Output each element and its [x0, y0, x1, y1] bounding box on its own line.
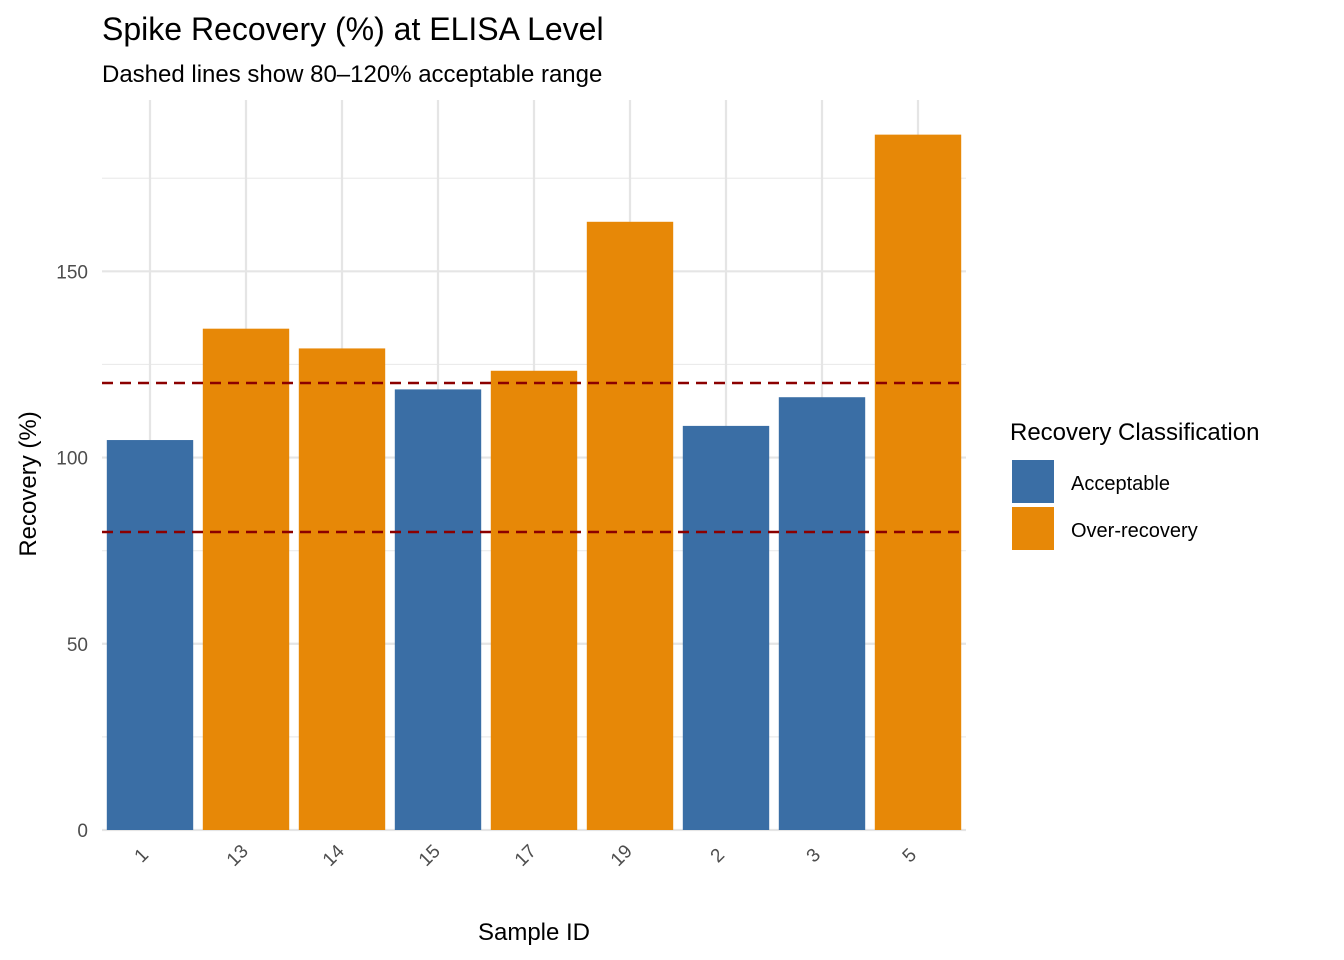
bar-sample-13 — [202, 328, 290, 830]
bar-sample-17 — [490, 370, 578, 830]
bar-sample-5 — [874, 134, 962, 830]
bar-sample-15 — [394, 389, 482, 830]
x-tick-label: 15 — [415, 841, 445, 871]
x-axis: 1 13 14 15 17 19 2 3 5 — [131, 841, 921, 871]
bar-sample-3 — [778, 397, 866, 830]
y-tick-label: 50 — [67, 635, 88, 656]
y-tick-label: 150 — [56, 262, 88, 283]
bar-sample-19 — [586, 221, 674, 830]
y-tick-label: 100 — [56, 449, 88, 470]
y-axis: 0 50 100 150 — [56, 262, 88, 842]
legend-title: Recovery Classification — [1010, 419, 1259, 446]
x-tick-label: 2 — [707, 845, 729, 867]
bar-sample-14 — [298, 348, 386, 830]
legend-label: Acceptable — [1071, 473, 1170, 495]
x-tick-label: 3 — [803, 845, 825, 867]
x-axis-title: Sample ID — [478, 919, 590, 946]
x-tick-label: 13 — [223, 841, 253, 871]
bar-sample-2 — [682, 425, 770, 830]
bar-sample-1 — [106, 440, 194, 830]
chart-subtitle: Dashed lines show 80–120% acceptable ran… — [102, 61, 602, 88]
x-tick-label: 1 — [131, 845, 153, 867]
x-tick-label: 19 — [607, 841, 637, 871]
legend-label: Over-recovery — [1071, 520, 1198, 542]
x-tick-label: 14 — [319, 841, 349, 871]
legend-key-over-recovery — [1012, 507, 1054, 550]
chart-title: Spike Recovery (%) at ELISA Level — [102, 11, 604, 47]
legend-key-acceptable — [1012, 460, 1054, 503]
y-axis-title: Recovery (%) — [15, 411, 42, 556]
legend: Recovery Classification Acceptable Over-r… — [1010, 419, 1259, 550]
y-tick-label: 0 — [77, 821, 88, 842]
x-tick-label: 17 — [511, 841, 541, 871]
x-tick-label: 5 — [899, 845, 921, 867]
bars — [106, 134, 962, 830]
reference-lines — [102, 381, 966, 534]
